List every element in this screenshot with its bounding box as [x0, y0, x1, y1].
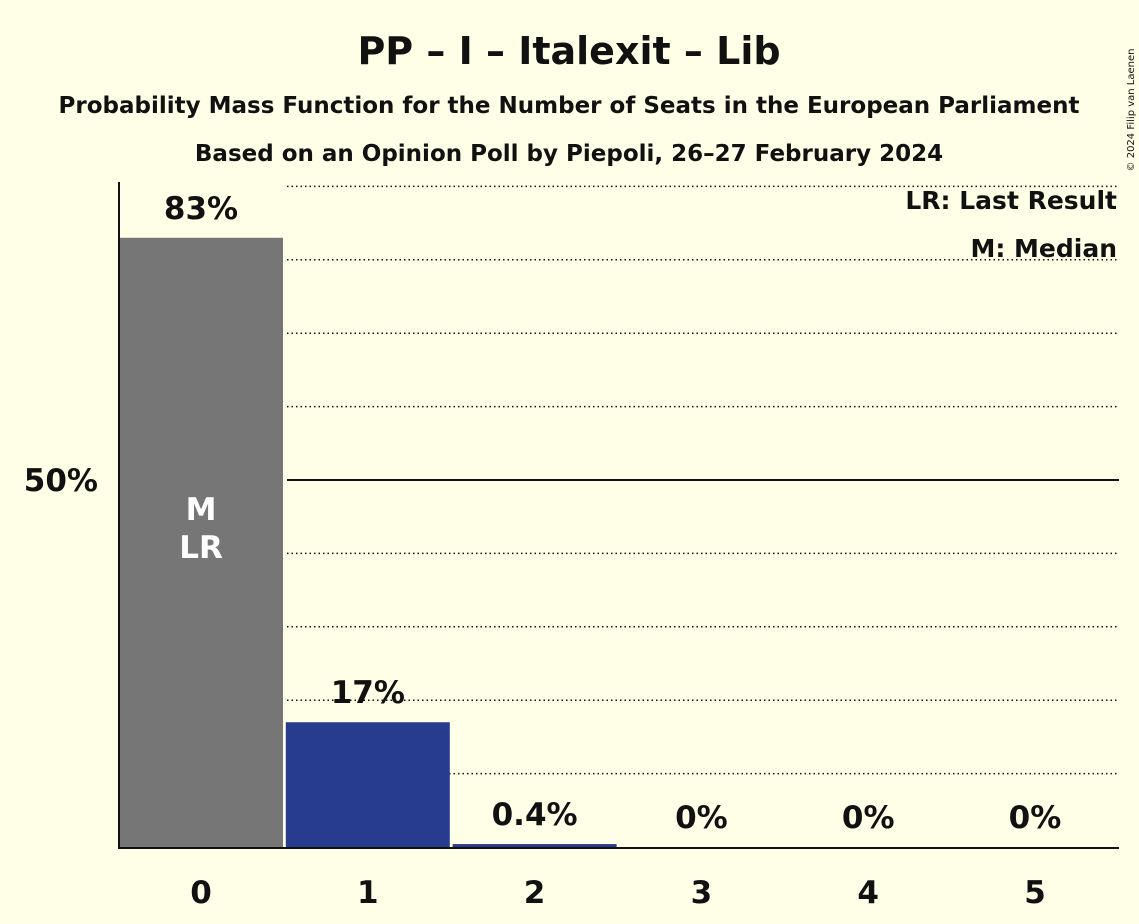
- bar-seats-1: [285, 722, 450, 847]
- bar-marker-m: M: [186, 492, 217, 528]
- bar-value-label-2: 0.4%: [492, 797, 578, 833]
- chart-subtitle-poll: Based on an Opinion Poll by Piepoli, 26–…: [195, 141, 943, 167]
- bar-value-label-0: 83%: [164, 191, 238, 227]
- bar-value-label-3: 0%: [675, 800, 728, 836]
- chart-title: PP – I – Italexit – Lib: [357, 29, 780, 73]
- bar-value-label-4: 0%: [842, 800, 895, 836]
- x-tick-label-4: 4: [857, 875, 879, 911]
- bar-labels: 83% 17% 0.4% 0% 0% 0% MLR: [164, 191, 1061, 836]
- x-tick-label-0: 0: [190, 875, 212, 911]
- bar-seats-0: [119, 237, 283, 847]
- bar-value-label-1: 17%: [331, 675, 405, 711]
- bars: [119, 237, 617, 847]
- x-tick-label-3: 3: [691, 875, 713, 911]
- bar-value-label-5: 0%: [1009, 800, 1062, 836]
- x-tick-label-2: 2: [524, 875, 546, 911]
- x-tick-label-5: 5: [1024, 875, 1046, 911]
- x-tick-labels: 0 1 2 3 4 5: [190, 875, 1046, 911]
- y-tick-label: 50%: [24, 463, 98, 499]
- legend-last-result: LR: Last Result: [905, 186, 1117, 215]
- bar-marker-lr: LR: [179, 530, 223, 566]
- legend-median: M: Median: [970, 234, 1117, 263]
- chart-subtitle: Probability Mass Function for the Number…: [59, 93, 1080, 119]
- x-tick-label-1: 1: [357, 875, 379, 911]
- grid-lines: [287, 185, 1119, 775]
- bar-seats-2: [452, 844, 617, 847]
- copyright-notice: © 2024 Filip van Laenen: [1126, 49, 1137, 172]
